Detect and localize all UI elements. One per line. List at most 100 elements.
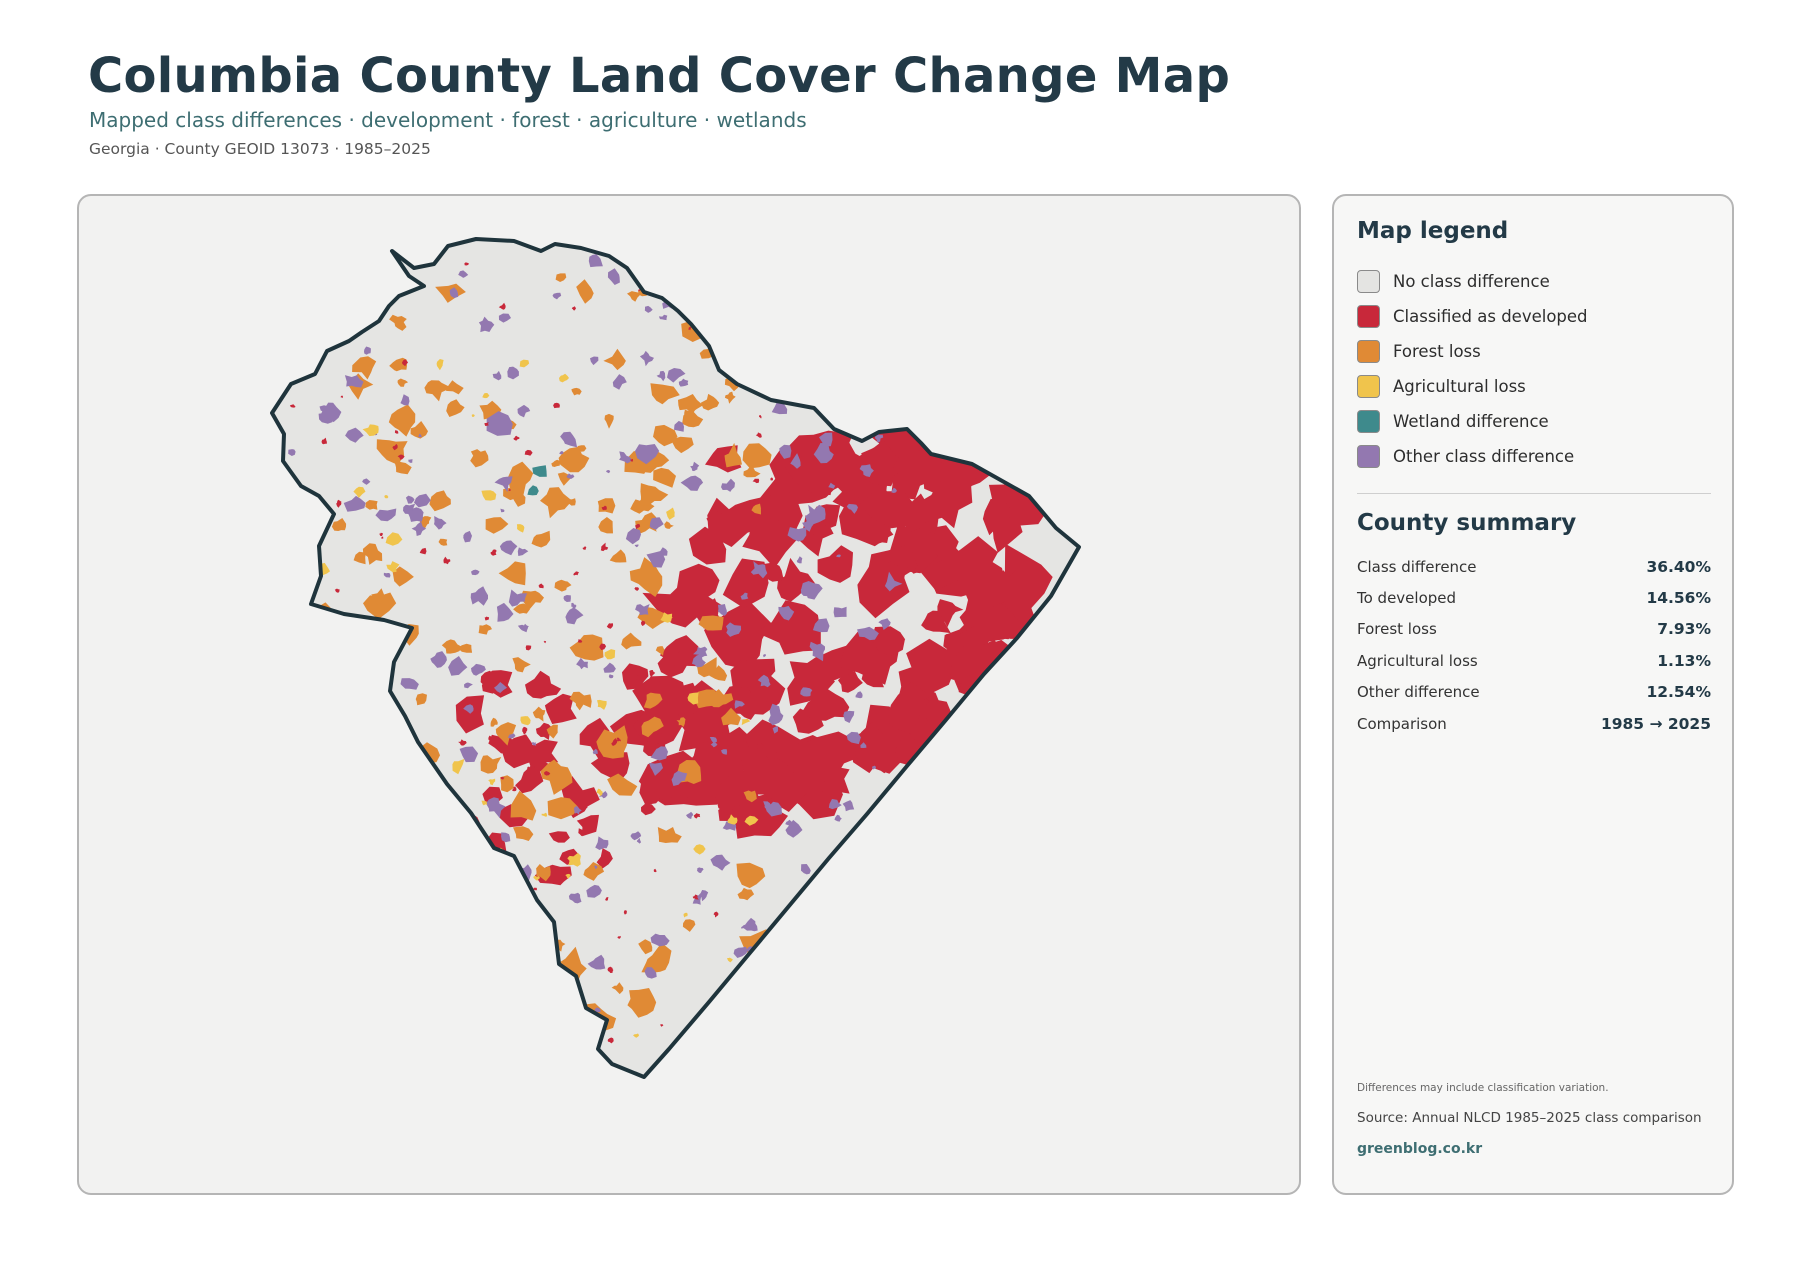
other-difference-patch xyxy=(833,606,847,618)
developed-patch xyxy=(926,750,998,827)
developed-patch xyxy=(449,922,458,930)
agricultural-loss-patch xyxy=(369,621,375,626)
other-difference-patch xyxy=(553,993,563,1001)
other-difference-patch xyxy=(590,356,599,366)
other-difference-patch xyxy=(854,1025,876,1044)
developed-patch xyxy=(533,887,538,891)
developed-patch xyxy=(339,285,342,289)
developed-patch xyxy=(397,454,405,460)
other-difference-patch xyxy=(470,586,488,606)
other-difference-patch xyxy=(522,1001,547,1023)
agricultural-loss-patch xyxy=(666,507,675,520)
forest-loss-patch xyxy=(457,643,473,653)
other-difference-patch xyxy=(454,822,463,831)
legend-label: Other class difference xyxy=(1393,447,1575,466)
forest-loss-patch xyxy=(480,755,502,774)
other-difference-patch xyxy=(300,812,310,821)
developed-patch xyxy=(945,779,988,821)
developed-patch xyxy=(381,536,384,539)
developed-patch xyxy=(673,648,680,653)
other-difference-patch xyxy=(846,731,861,745)
wetland-patch xyxy=(527,485,539,496)
forest-loss-patch xyxy=(362,543,383,565)
developed-patch xyxy=(484,422,489,426)
other-difference-patch xyxy=(478,316,495,333)
legend-label: No class difference xyxy=(1393,272,1550,291)
developed-patch xyxy=(306,826,309,830)
developed-patch xyxy=(544,693,577,724)
agricultural-loss-patch xyxy=(391,882,400,889)
forest-loss-patch xyxy=(531,530,551,548)
forest-loss-patch xyxy=(314,932,337,959)
developed-patch xyxy=(535,722,553,740)
other-difference-patch xyxy=(799,368,812,377)
forest-loss-patch xyxy=(363,1015,379,1030)
forest-loss-patch xyxy=(643,692,663,709)
other-difference-patch xyxy=(757,674,771,688)
forest-loss-patch xyxy=(429,490,451,512)
other-difference-patch xyxy=(715,1037,725,1043)
developed-patch xyxy=(379,880,383,883)
forest-loss-patch xyxy=(397,378,409,387)
developed-patch xyxy=(617,935,621,939)
other-difference-patch xyxy=(857,626,879,641)
other-difference-patch xyxy=(288,449,296,456)
forest-loss-patch xyxy=(432,995,454,1011)
other-difference-patch xyxy=(334,942,346,954)
other-difference-patch xyxy=(385,926,390,931)
other-difference-patch xyxy=(813,443,834,464)
other-difference-patch xyxy=(278,653,295,667)
forest-loss-patch xyxy=(635,512,657,535)
legend-item-agricultural-loss: Agricultural loss xyxy=(1357,369,1588,404)
developed-patch xyxy=(396,888,401,896)
forest-loss-patch xyxy=(737,887,755,901)
forest-loss-patch xyxy=(448,857,460,869)
other-difference-patch xyxy=(753,1046,758,1050)
county-map[interactable] xyxy=(79,196,1299,1193)
summary-value: 1.13% xyxy=(1657,651,1711,670)
other-difference-patch xyxy=(498,313,511,323)
developed-patch xyxy=(571,306,576,311)
other-difference-patch xyxy=(594,1007,601,1013)
other-difference-patch xyxy=(473,933,494,954)
developed-patch xyxy=(340,395,343,399)
forest-loss-patch xyxy=(362,915,388,940)
divider xyxy=(1357,493,1711,494)
other-difference-patch xyxy=(693,646,708,659)
forest-loss-patch xyxy=(371,802,395,823)
other-difference-patch xyxy=(771,397,788,415)
forest-loss-patch xyxy=(640,483,669,506)
other-difference-patch xyxy=(507,366,519,380)
other-difference-patch xyxy=(316,265,333,281)
agricultural-loss-patch xyxy=(597,699,607,710)
developed-patch xyxy=(607,1037,614,1044)
developed-patch xyxy=(500,776,505,780)
developed-patch xyxy=(292,345,298,349)
forest-loss-patch xyxy=(697,298,724,325)
forest-loss-patch xyxy=(445,380,464,395)
other-difference-patch xyxy=(877,298,899,318)
other-difference-patch xyxy=(338,694,352,707)
other-difference-patch xyxy=(800,583,817,598)
other-difference-patch xyxy=(559,451,564,455)
other-difference-patch xyxy=(297,729,312,745)
developed-patch xyxy=(394,430,399,434)
forest-loss-patch xyxy=(453,891,483,919)
other-difference-patch xyxy=(878,360,899,385)
developed-patch xyxy=(341,1030,345,1034)
forest-loss-patch xyxy=(424,380,452,402)
other-difference-patch xyxy=(340,847,348,855)
other-difference-patch xyxy=(697,867,704,873)
other-difference-patch xyxy=(865,836,870,842)
forest-loss-patch xyxy=(512,657,531,673)
forest-loss-patch xyxy=(653,424,678,447)
developed-patch xyxy=(520,913,526,919)
credit-link[interactable]: greenblog.co.kr xyxy=(1357,1141,1483,1157)
legend-item-no-difference: No class difference xyxy=(1357,264,1588,299)
other-difference-patch xyxy=(837,268,848,279)
map-panel[interactable]: N xyxy=(77,194,1301,1195)
forest-loss-patch xyxy=(536,864,551,882)
other-difference-patch xyxy=(656,370,666,382)
forest-loss-patch xyxy=(354,272,374,297)
agricultural-loss-patch xyxy=(300,623,312,632)
